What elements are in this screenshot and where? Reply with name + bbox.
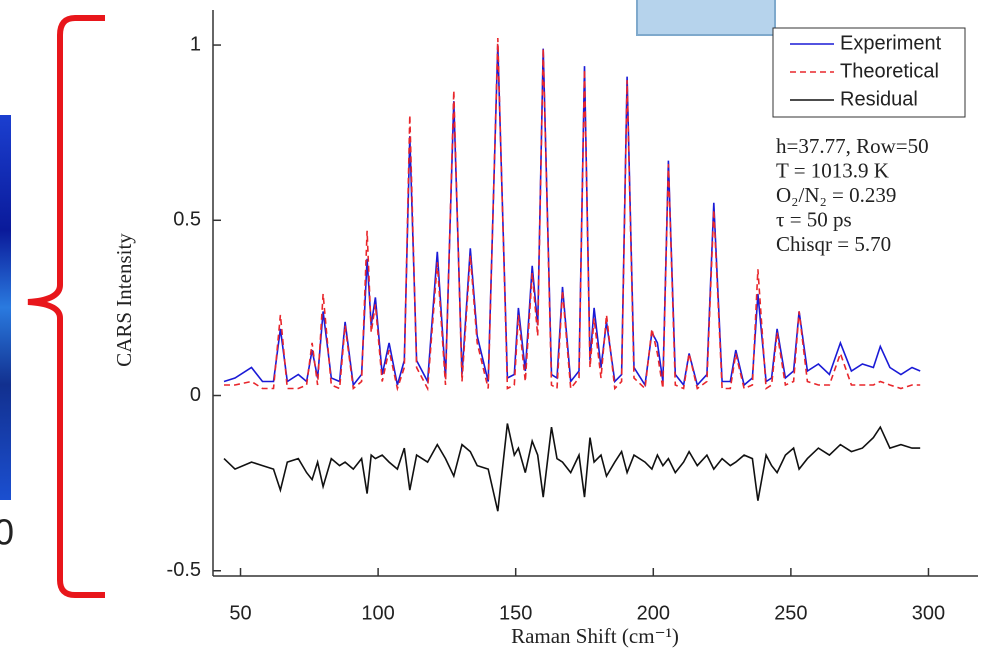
x-tick-label: 150 (499, 602, 532, 624)
y-tick-label: -0.5 (167, 559, 201, 581)
legend: Experiment Theoretical Residual (772, 27, 966, 118)
heatmap-fragment (0, 115, 11, 500)
x-tick-label: 100 (361, 602, 394, 624)
y-tick-label: 0 (190, 384, 201, 406)
y-tick-label: 0.5 (173, 209, 201, 231)
series-line (223, 423, 921, 512)
x-tick-label: 50 (229, 602, 251, 624)
x-axis-label: Raman Shift (cm⁻¹) (511, 624, 679, 648)
series-line (224, 37, 921, 392)
fragment-label: 0 (0, 512, 14, 553)
annotation: h=37.77, Row=50 (776, 134, 929, 158)
x-tick-label: 250 (774, 602, 807, 624)
series-line (223, 44, 921, 388)
box-fragment (636, 0, 776, 36)
annotation: O₂/N₂ = 0.239 (776, 183, 896, 207)
brace (27, 15, 105, 598)
annotation: T = 1013.9 K (776, 158, 889, 182)
legend-label: Residual (840, 88, 918, 110)
y-axis-label: CARS Intensity (112, 233, 136, 367)
legend-label: Theoretical (840, 60, 939, 82)
x-tick-label: 200 (637, 602, 670, 624)
annotation: Chisqr = 5.70 (776, 232, 891, 256)
x-tick-label: 300 (912, 602, 945, 624)
legend-label: Experiment (840, 32, 942, 54)
y-tick-label: 1 (190, 33, 201, 55)
annotation: τ = 50 ps (776, 207, 852, 231)
